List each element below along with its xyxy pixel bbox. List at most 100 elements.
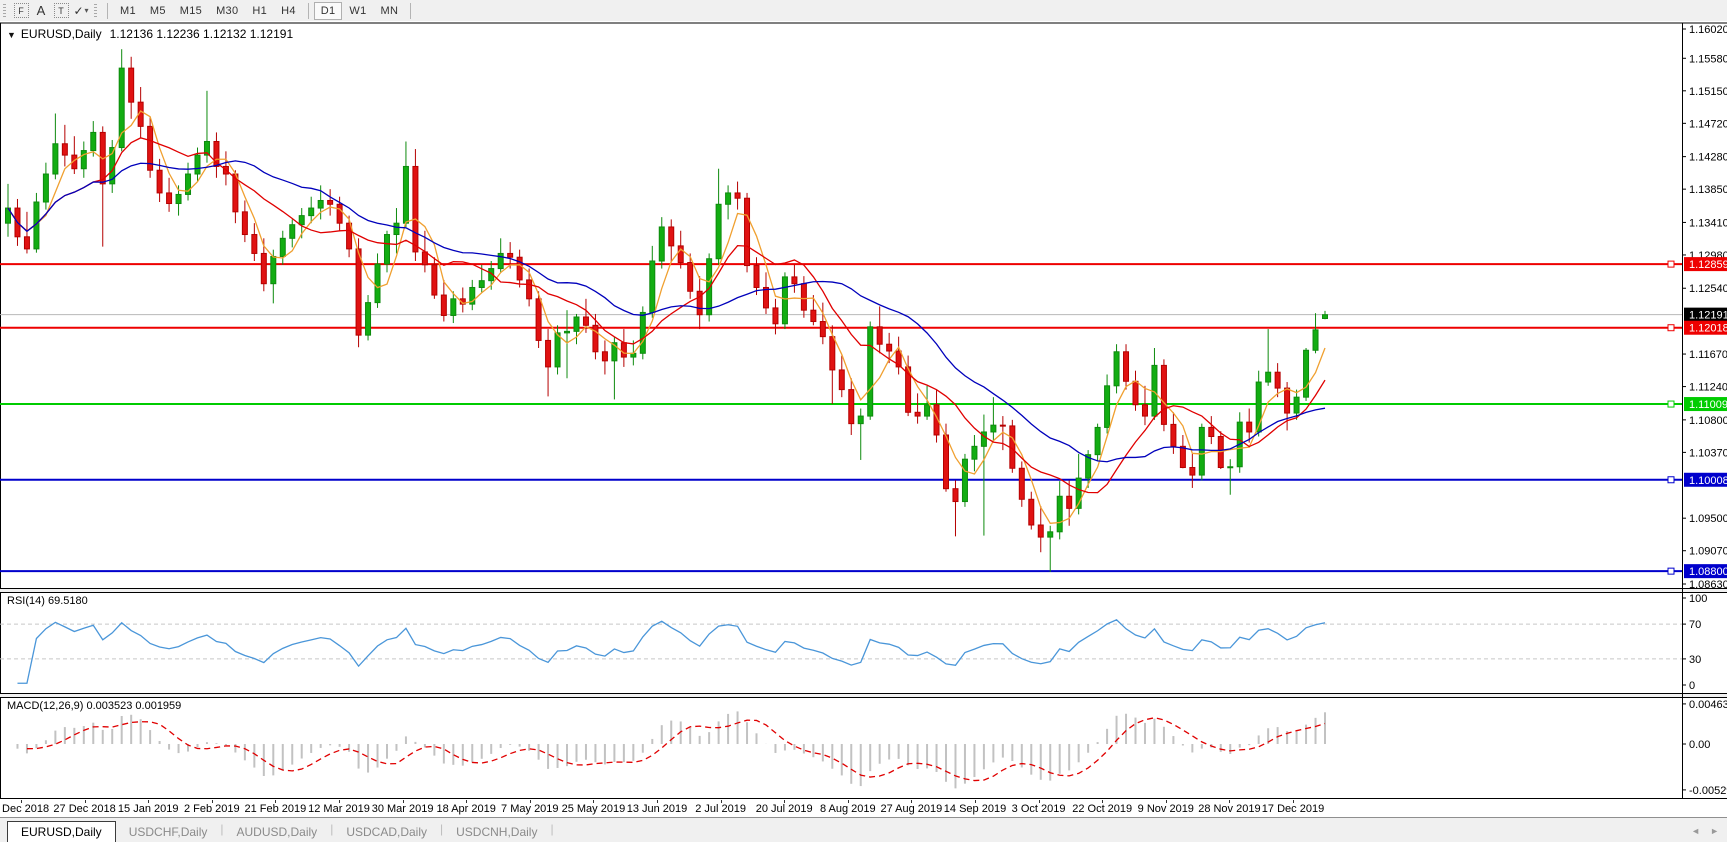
price-badge-label: 1.12859 xyxy=(1689,259,1727,271)
toolbar-separator-end xyxy=(410,2,412,19)
timeframe-buttons: M1 M5 M15 M30 H1 H4 D1 W1 MN xyxy=(113,1,405,20)
ma-medium-line xyxy=(7,137,1326,494)
timeframe-h4-button[interactable]: H4 xyxy=(281,4,296,17)
price-tick-label: 1.13410 xyxy=(1689,217,1727,229)
macd-histogram xyxy=(16,711,1326,789)
price-tick-label: 1.09500 xyxy=(1689,513,1727,525)
tabs-scroll-right-icon[interactable]: ► xyxy=(1710,826,1719,836)
rsi-axis-label: 70 xyxy=(1689,619,1701,631)
collapse-icon[interactable]: ▼ xyxy=(7,30,16,40)
price-tick-label: 1.12540 xyxy=(1689,283,1727,295)
tab-eurusd[interactable]: EURUSD,Daily xyxy=(7,821,116,842)
date-label: 7 May 2019 xyxy=(501,803,559,815)
price-badge-1.10008 xyxy=(1684,472,1727,487)
price-badge-1.12191 xyxy=(1684,307,1727,322)
toolbar: F A T ✓ ▾ M1 M5 M15 M30 H1 H4 D1 W1 MN xyxy=(0,0,1727,21)
rsi-axis-label: 30 xyxy=(1689,654,1701,666)
line-handle-icon[interactable] xyxy=(1667,260,1675,268)
toolbar-separator xyxy=(107,2,108,19)
line-handle-icon[interactable] xyxy=(1667,567,1675,575)
price-badge-1.12859 xyxy=(1684,257,1727,272)
timeframe-d1-button[interactable]: D1 xyxy=(313,1,343,20)
shapes-glyph: ✓ xyxy=(73,3,84,18)
price-tick-label: 1.16020 xyxy=(1689,24,1727,36)
timeframe-w1-button[interactable]: W1 xyxy=(349,4,367,17)
date-tick xyxy=(84,800,86,803)
timeframe-m15-button[interactable]: M15 xyxy=(179,4,203,17)
price-tick-label: 1.09070 xyxy=(1689,546,1727,558)
price-badge-label: 1.12191 xyxy=(1689,310,1727,322)
date-tick xyxy=(657,800,658,803)
fibonacci-icon[interactable]: F xyxy=(11,2,31,20)
date-label: 25 May 2019 xyxy=(561,803,626,815)
rsi-indicator-label: RSI(14) 69.5180 xyxy=(7,595,88,607)
date-tick xyxy=(1102,800,1104,803)
date-tick xyxy=(529,800,531,803)
date-tick xyxy=(593,800,595,803)
date-tick xyxy=(148,800,150,803)
date-label: 22 Oct 2019 xyxy=(1072,803,1133,815)
rsi-line xyxy=(17,619,1326,684)
date-label: 8 Aug 2019 xyxy=(819,803,876,815)
fibonacci-glyph: F xyxy=(13,3,29,18)
date-tick xyxy=(402,800,404,803)
label-icon[interactable]: T xyxy=(51,2,71,20)
date-label: 17 Dec 2019 xyxy=(1261,803,1325,815)
date-tick xyxy=(1038,800,1040,803)
timeframe-m1-button[interactable]: M1 xyxy=(120,4,136,17)
price-tick-label: 1.11670 xyxy=(1689,349,1727,361)
timeframe-m5-button[interactable]: M5 xyxy=(149,4,166,17)
toolbar-grip[interactable] xyxy=(3,4,6,17)
date-tick xyxy=(211,800,213,803)
shapes-icon[interactable]: ✓ ▾ xyxy=(71,2,91,20)
date-tick xyxy=(720,800,722,803)
pane-splitter[interactable] xyxy=(0,693,1727,697)
date-label: 12 Mar 2019 xyxy=(308,803,370,815)
timeframe-mn-button[interactable]: MN xyxy=(380,4,399,17)
date-tick xyxy=(275,800,277,803)
date-tick xyxy=(21,800,22,803)
date-tick xyxy=(466,800,468,803)
tabs-scroll-left-icon[interactable]: ◄ xyxy=(1691,826,1700,836)
ma-slow-line xyxy=(7,160,1326,463)
date-tick xyxy=(1165,800,1167,803)
date-label: 13 Jun 2019 xyxy=(626,803,688,815)
label-glyph: T xyxy=(53,3,69,18)
tab-separator: | xyxy=(440,822,444,836)
macd-axis-label: -0.005299 xyxy=(1689,785,1727,797)
chevron-down-icon[interactable]: ▾ xyxy=(84,6,89,15)
timeframe-h1-button[interactable]: H1 xyxy=(252,4,268,17)
price-badge-label: 1.10008 xyxy=(1689,475,1727,487)
date-label: 18 Apr 2019 xyxy=(436,803,496,815)
line-handle-icon[interactable] xyxy=(1667,476,1675,484)
tab-separator: | xyxy=(330,822,334,836)
price-badge-label: 1.08800 xyxy=(1689,566,1727,578)
date-label: 27 Dec 2018 xyxy=(53,803,116,815)
date-tick xyxy=(1229,800,1231,803)
rsi-axis-label: 0 xyxy=(1689,680,1695,692)
line-handle-icon[interactable] xyxy=(1667,400,1675,408)
text-icon[interactable]: A xyxy=(36,3,46,18)
price-badge-label: 1.11009 xyxy=(1689,399,1727,411)
tab-usdcad[interactable]: USDCAD,Daily xyxy=(346,825,427,839)
tab-usdcnh[interactable]: USDCNH,Daily xyxy=(456,825,538,839)
date-label: 15 Jan 2019 xyxy=(117,803,179,815)
pane-splitter[interactable] xyxy=(0,588,1727,592)
date-tick xyxy=(911,800,913,803)
price-tick-label: 1.10800 xyxy=(1689,415,1727,427)
line-handle-icon[interactable] xyxy=(1667,324,1675,332)
macd-axis-label: 0.00463 xyxy=(1689,699,1727,711)
tab-audusd[interactable]: AUDUSD,Daily xyxy=(236,825,318,839)
date-label: 3 Oct 2019 xyxy=(1011,803,1066,815)
chart-area[interactable]: 1.16020 1.15580 1.15150 1.14720 1.14280 1.138… xyxy=(0,21,1727,800)
date-label: 27 Aug 2019 xyxy=(880,803,943,815)
toolbar-separator xyxy=(307,2,309,19)
tab-usdchf[interactable]: USDCHF,Daily xyxy=(128,825,208,839)
price-tick-label: 1.08630 xyxy=(1689,579,1727,591)
toolbar-grip2[interactable] xyxy=(94,4,97,17)
rsi-axis-label: 100 xyxy=(1689,593,1707,605)
timeframe-m30-button[interactable]: M30 xyxy=(216,4,239,17)
chart-title: ▼ EURUSD,Daily 1.12136 1.12236 1.12132 1.1… xyxy=(7,27,293,41)
macd-axis-label: 0.00 xyxy=(1689,739,1710,751)
